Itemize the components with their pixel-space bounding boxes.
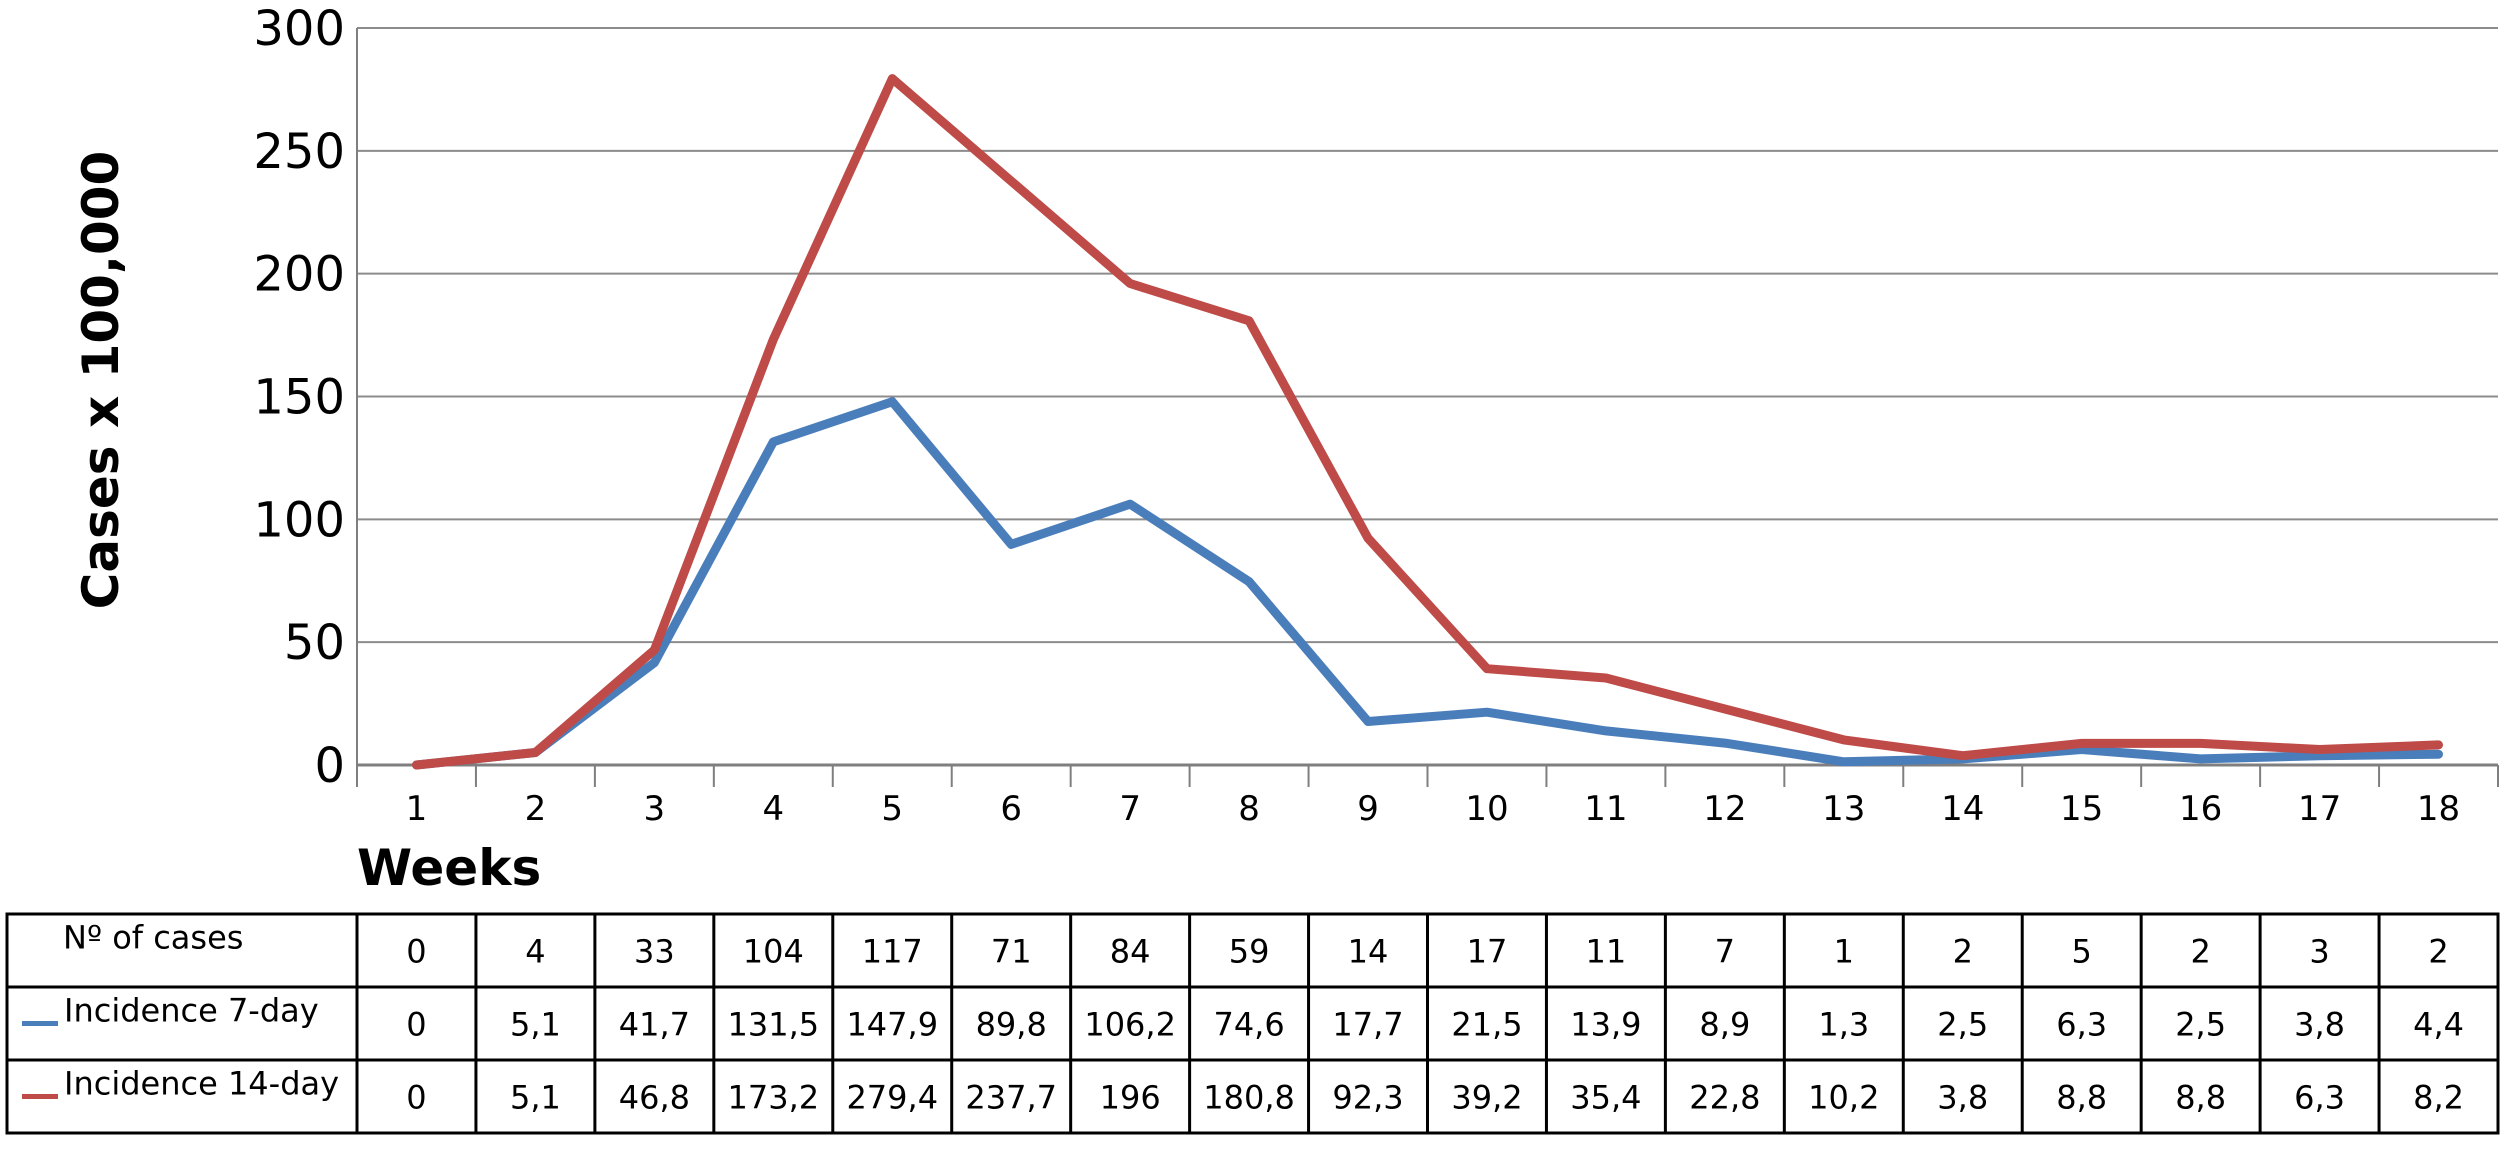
x-tick-label: 5 bbox=[881, 789, 903, 829]
table-cell: 10,2 bbox=[1808, 1079, 1879, 1117]
table-cell: 117 bbox=[862, 933, 923, 971]
table-cell: 13,9 bbox=[1570, 1006, 1641, 1044]
x-tick-label: 8 bbox=[1238, 789, 1260, 829]
table-cell: 279,4 bbox=[846, 1079, 938, 1117]
table-cell: 8,8 bbox=[2056, 1079, 2107, 1117]
table-row-label: Nº of cases bbox=[63, 919, 243, 957]
table-row-label: Incidence 7-day bbox=[64, 992, 319, 1030]
table-border bbox=[5, 912, 2500, 1135]
axes bbox=[356, 28, 2499, 787]
x-tick-label: 12 bbox=[1703, 789, 1746, 829]
table-cell: 8,8 bbox=[2175, 1079, 2226, 1117]
table-cell: 14 bbox=[1348, 933, 1389, 971]
table-cell: 2 bbox=[2190, 933, 2210, 971]
series-line-incidence-7-day bbox=[412, 397, 2443, 770]
data-table: Nº of cases 0 4 33 104 117 71 84 59 14 17 11 7 1 2 5 2 3 2… bbox=[5, 912, 2500, 1135]
x-tick-label: 7 bbox=[1119, 789, 1141, 829]
table-row: Incidence 14-day 0 5,1 46,8 173,2 279,4 237,7 1… bbox=[22, 1065, 2464, 1117]
table-cell: 104 bbox=[743, 933, 804, 971]
table-cell: 17,7 bbox=[1332, 1006, 1403, 1044]
table-cell: 84 bbox=[1110, 933, 1151, 971]
y-tick-labels: 0 50 100 150 200 250 300 bbox=[253, 1, 345, 794]
table-cell: 8,2 bbox=[2413, 1079, 2464, 1117]
x-tick-label: 4 bbox=[762, 789, 784, 829]
table-cell: 106,2 bbox=[1084, 1006, 1176, 1044]
table-cell: 46,8 bbox=[619, 1079, 690, 1117]
table-cell: 21,5 bbox=[1451, 1006, 1522, 1044]
table-row: Incidence 7-day 0 5,1 41,7 131,5 147,9 89,8 106… bbox=[22, 992, 2464, 1044]
table-cell: 3,8 bbox=[1937, 1079, 1988, 1117]
table-cell: 2,5 bbox=[2175, 1006, 2226, 1044]
series-line-incidence-14-day bbox=[412, 74, 2443, 770]
x-axis-title: Weeks bbox=[357, 839, 541, 897]
y-axis-title: Cases x 100,000 bbox=[72, 151, 130, 610]
table-cell: 89,8 bbox=[976, 1006, 1047, 1044]
table-row: Nº of cases 0 4 33 104 117 71 84 59 14 17 11 7 1 2 5 2 3 2 bbox=[63, 919, 2449, 971]
table-cell: 41,7 bbox=[619, 1006, 690, 1044]
table-cell: 0 bbox=[406, 933, 426, 971]
x-tick-label: 3 bbox=[644, 789, 666, 829]
gridlines bbox=[357, 27, 2498, 644]
x-tick-label: 10 bbox=[1465, 789, 1508, 829]
table-cell: 4 bbox=[525, 933, 545, 971]
table-cell: 7 bbox=[1715, 933, 1735, 971]
y-tick-label: 300 bbox=[253, 1, 345, 57]
series-lines bbox=[412, 74, 2443, 770]
table-cell: 8,9 bbox=[1699, 1006, 1750, 1044]
x-tick-label: 6 bbox=[1000, 789, 1022, 829]
table-cell: 5,1 bbox=[510, 1006, 561, 1044]
x-tick-label: 11 bbox=[1584, 789, 1627, 829]
table-cell: 3,8 bbox=[2294, 1006, 2345, 1044]
table-cell: 196 bbox=[1100, 1079, 1161, 1117]
table-row-label: Incidence 14-day bbox=[64, 1065, 339, 1103]
table-cell: 6,3 bbox=[2294, 1079, 2345, 1117]
y-tick-label: 0 bbox=[314, 738, 345, 794]
x-tick-label: 17 bbox=[2298, 789, 2341, 829]
table-cell: 22,8 bbox=[1689, 1079, 1760, 1117]
table-cell: 2 bbox=[2428, 933, 2448, 971]
table-cell: 173,2 bbox=[728, 1079, 820, 1117]
x-tick-label: 1 bbox=[406, 789, 428, 829]
table-cell: 92,3 bbox=[1332, 1079, 1403, 1117]
table-cell: 1 bbox=[1834, 933, 1854, 971]
table-cell: 6,3 bbox=[2056, 1006, 2107, 1044]
table-cell: 39,2 bbox=[1451, 1079, 1522, 1117]
table-cell: 5 bbox=[2072, 933, 2092, 971]
table-cell: 71 bbox=[991, 933, 1032, 971]
table-cell: 3 bbox=[2309, 933, 2329, 971]
table-cell: 131,5 bbox=[728, 1006, 820, 1044]
x-tick-label: 15 bbox=[2060, 789, 2103, 829]
table-cell: 147,9 bbox=[846, 1006, 938, 1044]
table-cell: 2 bbox=[1953, 933, 1973, 971]
table-cell: 11 bbox=[1586, 933, 1627, 971]
x-tick-label: 18 bbox=[2417, 789, 2460, 829]
y-tick-label: 250 bbox=[253, 124, 345, 180]
table-cell: 1,3 bbox=[1818, 1006, 1869, 1044]
y-tick-label: 50 bbox=[284, 615, 345, 671]
x-tick-labels: 1 2 3 4 5 6 7 8 9 10 11 12 13 14 15 16 17 18 bbox=[406, 789, 2461, 829]
table-cell: 33 bbox=[634, 933, 675, 971]
table-cell: 0 bbox=[406, 1079, 426, 1117]
table-cell: 59 bbox=[1229, 933, 1270, 971]
x-tick-label: 14 bbox=[1941, 789, 1984, 829]
y-tick-label: 200 bbox=[253, 247, 345, 303]
x-tick-label: 13 bbox=[1822, 789, 1865, 829]
table-cell: 74,6 bbox=[1213, 1006, 1284, 1044]
table-cell: 2,5 bbox=[1937, 1006, 1988, 1044]
x-tick-label: 16 bbox=[2179, 789, 2222, 829]
table-cell: 237,7 bbox=[965, 1079, 1057, 1117]
table-cell: 17 bbox=[1467, 933, 1508, 971]
y-tick-label: 150 bbox=[253, 370, 345, 426]
table-cell: 5,1 bbox=[510, 1079, 561, 1117]
table-cell: 4,4 bbox=[2413, 1006, 2464, 1044]
y-tick-label: 100 bbox=[253, 492, 345, 548]
x-tick-label: 2 bbox=[525, 789, 547, 829]
table-cell: 35,4 bbox=[1570, 1079, 1641, 1117]
table-cell: 0 bbox=[406, 1006, 426, 1044]
table-cell: 180,8 bbox=[1203, 1079, 1295, 1117]
x-tick-label: 9 bbox=[1357, 789, 1379, 829]
